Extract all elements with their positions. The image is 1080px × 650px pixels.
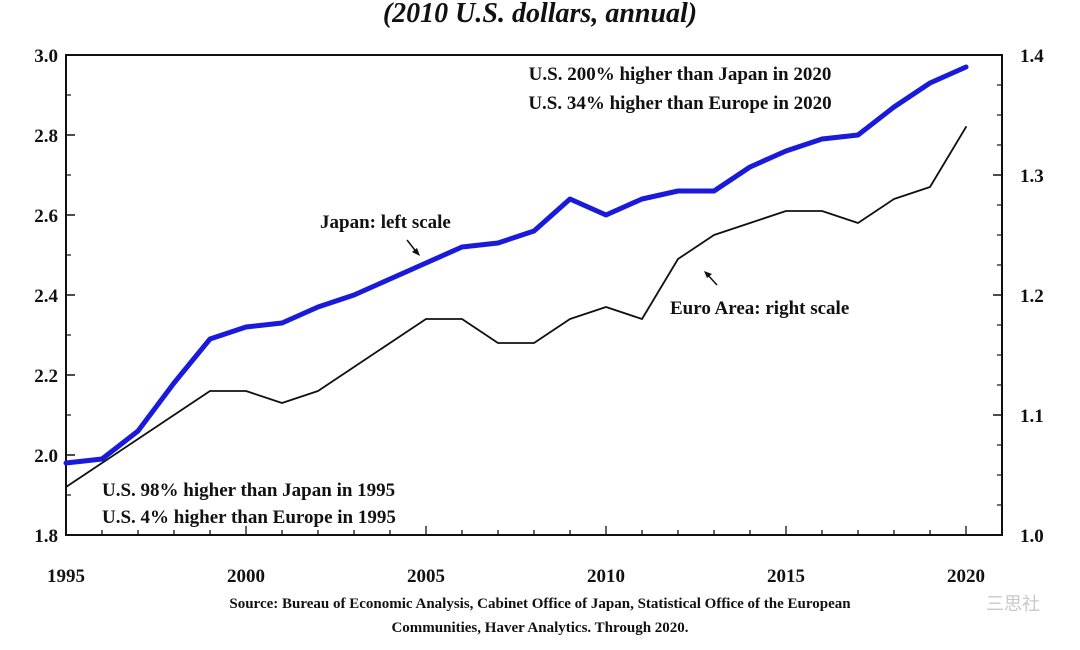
left-axis-tick-label: 1.8: [34, 526, 58, 547]
euro-area-series-label: Euro Area: right scale: [670, 298, 849, 319]
euro-area-series-line: [65, 126, 967, 488]
x-axis-tick-label: 2005: [407, 566, 445, 587]
japan-series-line: [63, 64, 969, 466]
left-axis-tick-label: 2.8: [34, 126, 58, 147]
source-line-2: Communities, Haver Analytics. Through 20…: [391, 620, 689, 636]
x-axis-tick-label: 2010: [587, 566, 625, 587]
x-axis-tick-label: 2000: [227, 566, 265, 587]
euro-label-pointer-head: [704, 271, 712, 278]
annotation-us-vs-europe-1995: U.S. 4% higher than Europe in 1995: [102, 507, 396, 528]
left-axis-tick-label: 2.6: [34, 206, 58, 227]
chart-subtitle: (2010 U.S. dollars, annual): [382, 0, 698, 29]
left-axis-tick-label: 2.2: [34, 366, 58, 387]
x-axis-tick-label: 2020: [947, 566, 985, 587]
japan-series-label: Japan: left scale: [320, 212, 451, 233]
right-axis-tick-label: 1.4: [1020, 46, 1044, 67]
plot-frame: [65, 54, 1003, 536]
right-axis-tick-label: 1.0: [1020, 526, 1044, 547]
left-axis-tick-label: 3.0: [34, 46, 58, 67]
right-axis-tick-label: 1.1: [1020, 406, 1044, 427]
source-line-1: Source: Bureau of Economic Analysis, Cab…: [229, 596, 851, 612]
left-axis-tick-label: 2.4: [34, 286, 58, 307]
right-axis-tick-label: 1.2: [1020, 286, 1044, 307]
watermark: 三思社: [986, 594, 1040, 615]
right-axis-tick-label: 1.3: [1020, 166, 1044, 187]
annotation-us-vs-europe-2020: U.S. 34% higher than Europe in 2020: [528, 93, 831, 114]
japan-label-pointer-head: [412, 248, 420, 256]
x-axis-tick-label: 1995: [47, 566, 85, 587]
annotation-us-vs-japan-2020: U.S. 200% higher than Japan in 2020: [529, 64, 832, 85]
x-axis-tick-label: 2015: [767, 566, 805, 587]
annotation-us-vs-japan-1995: U.S. 98% higher than Japan in 1995: [102, 480, 395, 501]
left-axis-tick-label: 2.0: [34, 446, 58, 467]
